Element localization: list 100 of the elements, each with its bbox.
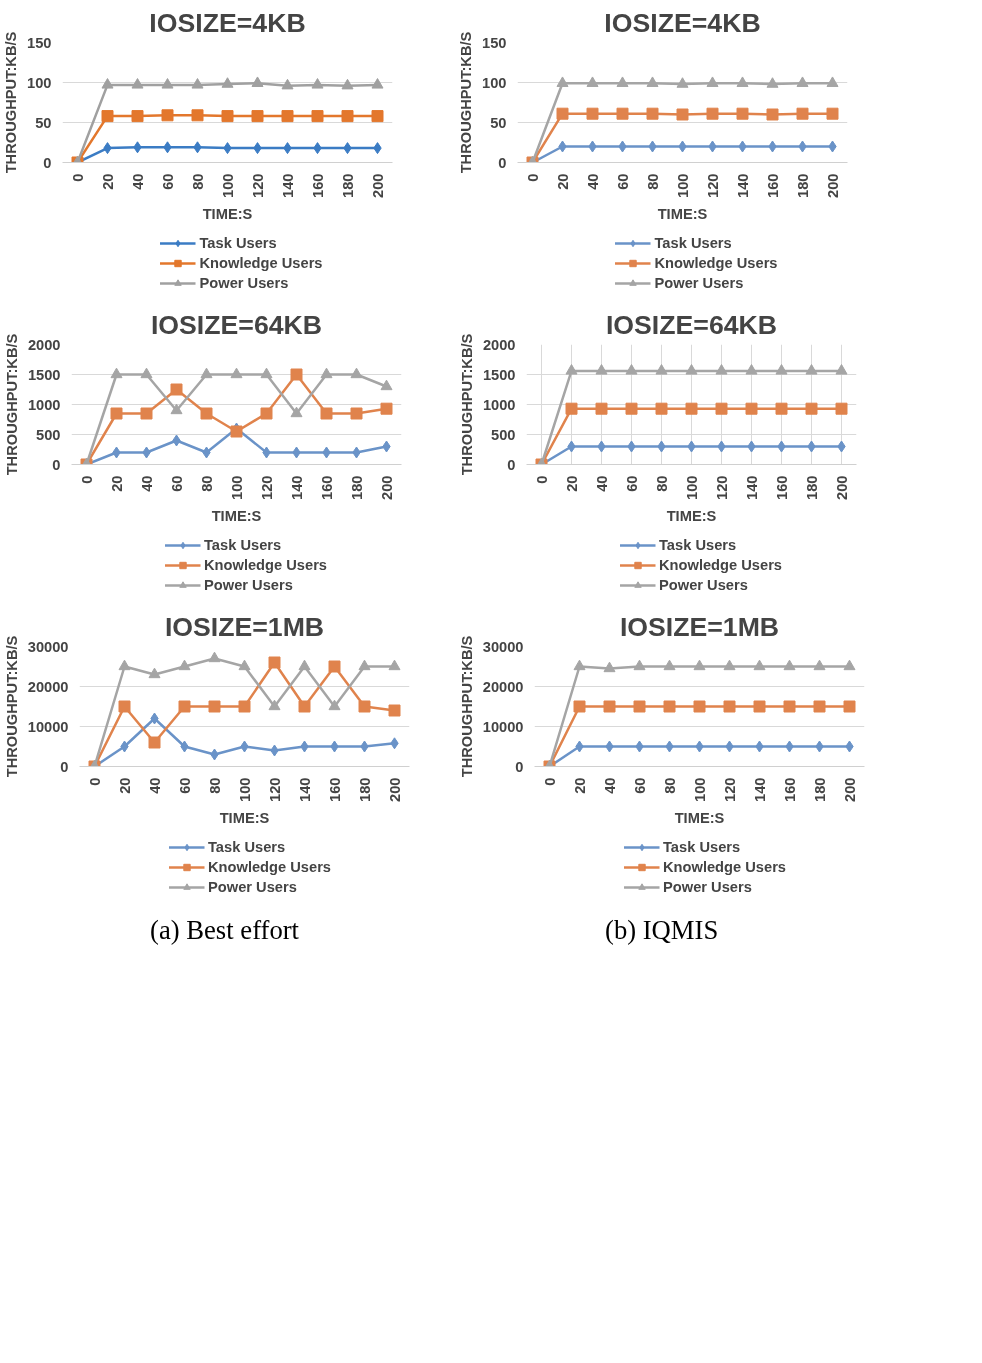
point bbox=[131, 110, 144, 123]
point bbox=[693, 659, 706, 671]
point bbox=[565, 364, 578, 375]
point bbox=[646, 76, 659, 87]
point bbox=[110, 407, 123, 420]
point bbox=[161, 78, 174, 89]
point bbox=[380, 379, 393, 391]
legend-label: Power Users bbox=[208, 879, 297, 895]
y-axis-title: THROUGHPUT:KB/S bbox=[458, 333, 475, 476]
point bbox=[685, 364, 698, 375]
x-tick-label: 60 bbox=[623, 475, 640, 492]
point bbox=[663, 659, 676, 671]
legend-label: Task Users bbox=[659, 537, 737, 553]
point bbox=[646, 107, 659, 120]
y-tick-label: 100 bbox=[482, 74, 507, 91]
y-tick-label: 500 bbox=[36, 426, 61, 443]
x-tick-label: 0 bbox=[524, 173, 541, 182]
x-tick-label: 60 bbox=[176, 777, 193, 794]
x-tick-label: 40 bbox=[593, 475, 610, 492]
y-tick-label: 0 bbox=[498, 154, 507, 171]
point bbox=[556, 76, 569, 87]
point bbox=[230, 367, 243, 379]
point bbox=[753, 700, 766, 713]
chart-title: IOSIZE=1MB bbox=[619, 611, 780, 642]
x-tick-label: 20 bbox=[554, 173, 571, 190]
x-tick-label: 0 bbox=[78, 475, 95, 484]
x-tick-label: 20 bbox=[571, 777, 588, 794]
x-tick-label: 100 bbox=[683, 475, 700, 500]
x-tick-label: 80 bbox=[661, 777, 678, 794]
point bbox=[723, 659, 736, 671]
point bbox=[603, 661, 616, 673]
point bbox=[813, 659, 826, 671]
x-tick-label: 100 bbox=[674, 173, 691, 198]
x-tick-label: 140 bbox=[288, 475, 305, 500]
y-tick-label: 30000 bbox=[482, 638, 524, 655]
y-tick-label: 10000 bbox=[27, 718, 69, 735]
x-tick-label: 40 bbox=[138, 475, 155, 492]
x-tick-label: 200 bbox=[386, 777, 403, 802]
y-tick-label: 10000 bbox=[482, 718, 524, 735]
x-tick-label: 0 bbox=[69, 173, 86, 182]
point bbox=[616, 76, 629, 87]
y-tick-label: 0 bbox=[507, 456, 516, 473]
legend-label: Power Users bbox=[659, 577, 748, 593]
point bbox=[290, 368, 303, 381]
x-tick-label: 20 bbox=[116, 777, 133, 794]
x-tick-label: 80 bbox=[653, 475, 670, 492]
x-tick-label: 100 bbox=[691, 777, 708, 802]
y-tick-label: 30000 bbox=[27, 638, 69, 655]
point bbox=[131, 78, 144, 89]
x-tick-label: 180 bbox=[339, 173, 356, 198]
x-axis-title: TIME:S bbox=[674, 809, 725, 826]
legend-label: Power Users bbox=[663, 879, 752, 895]
x-axis-title: TIME:S bbox=[202, 205, 253, 222]
point bbox=[208, 651, 221, 663]
point bbox=[655, 402, 668, 415]
point bbox=[328, 699, 341, 711]
x-tick-label: 120 bbox=[704, 173, 721, 198]
point bbox=[715, 402, 728, 415]
point bbox=[835, 402, 848, 415]
point bbox=[573, 700, 586, 713]
point bbox=[358, 700, 371, 713]
y-tick-label: 100 bbox=[27, 74, 52, 91]
point bbox=[268, 656, 281, 669]
point bbox=[745, 364, 758, 375]
point bbox=[140, 367, 153, 379]
x-tick-label: 80 bbox=[206, 777, 223, 794]
point bbox=[388, 659, 401, 671]
chart-title: IOSIZE=64KB bbox=[150, 309, 323, 340]
x-tick-label: 40 bbox=[601, 777, 618, 794]
point bbox=[290, 406, 303, 418]
x-tick-label: 180 bbox=[794, 173, 811, 198]
x-tick-label: 200 bbox=[841, 777, 858, 802]
chart-title: IOSIZE=4KB bbox=[149, 7, 306, 38]
x-tick-label: 120 bbox=[721, 777, 738, 802]
y-tick-label: 150 bbox=[482, 34, 507, 51]
point bbox=[238, 659, 251, 671]
legend-label: Task Users bbox=[208, 839, 286, 855]
x-tick-label: 20 bbox=[563, 475, 580, 492]
point bbox=[320, 367, 333, 379]
point bbox=[170, 383, 183, 396]
chart-title: IOSIZE=4KB bbox=[604, 7, 761, 38]
point bbox=[633, 700, 646, 713]
point bbox=[380, 402, 393, 415]
point bbox=[358, 659, 371, 671]
point bbox=[118, 659, 131, 671]
point bbox=[706, 76, 719, 87]
x-tick-label: 200 bbox=[833, 475, 850, 500]
x-tick-label: 160 bbox=[764, 173, 781, 198]
point bbox=[753, 659, 766, 671]
legend-label: Knowledge Users bbox=[204, 557, 327, 573]
legend-label: Power Users bbox=[204, 577, 293, 593]
point bbox=[260, 367, 273, 379]
point bbox=[843, 700, 856, 713]
x-tick-label: 180 bbox=[803, 475, 820, 500]
point bbox=[715, 364, 728, 375]
point bbox=[766, 108, 779, 121]
x-tick-label: 180 bbox=[348, 475, 365, 500]
x-tick-label: 80 bbox=[198, 475, 215, 492]
point bbox=[178, 659, 191, 671]
y-tick-label: 1500 bbox=[482, 366, 516, 383]
